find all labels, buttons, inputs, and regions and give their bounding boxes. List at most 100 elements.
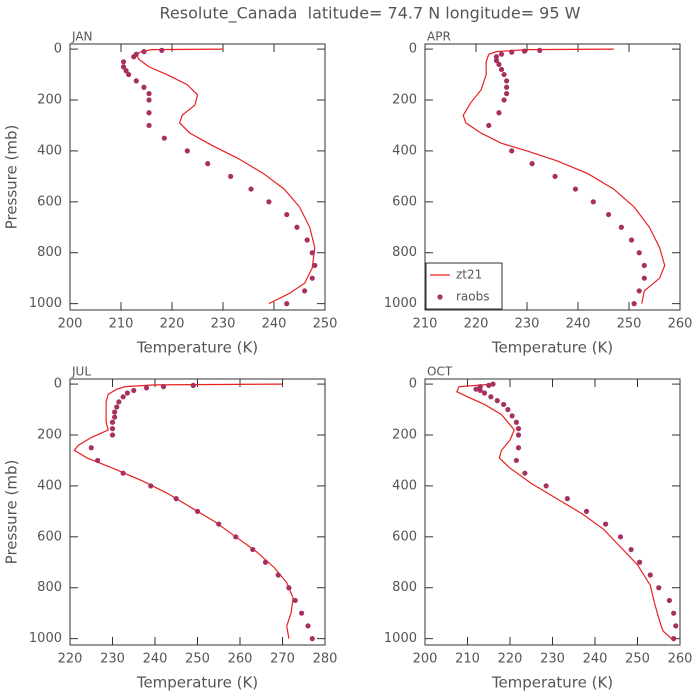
obs-point [636,288,642,294]
obs-point [477,387,483,394]
obs-point [572,186,579,192]
x-tick-label: 250 [617,317,642,332]
obs-point [543,483,549,489]
x-tick-label: 230 [540,652,565,667]
obs-point [515,426,522,432]
panel: 0 200 400 600 800 1000 210 220 230 240 250 260 APR Te… [384,30,693,357]
y-tick-label: 400 [37,143,62,158]
x-axis-label: Temperature (K) [491,674,613,692]
x-axis-label: Temperature (K) [136,339,258,357]
obs-point [109,419,116,425]
obs-point [109,432,116,438]
x-tick-label: 250 [185,652,210,667]
obs-point [509,49,515,55]
obs-point [146,110,152,116]
obs-point [141,49,147,55]
y-tick-label: 200 [37,93,62,108]
obs-point [160,384,167,390]
y-tick-label: 800 [392,245,417,260]
obs-point [159,47,165,53]
obs-point [505,406,511,413]
plot-frame [424,43,681,311]
y-tick-label: 400 [392,478,417,493]
obs-point [671,636,677,642]
x-tick-label: 270 [270,652,295,667]
obs-point [309,636,315,642]
legend-label: raobs [456,290,490,304]
x-tick-label: 260 [668,652,693,667]
obs-point [590,199,596,205]
obs-point [205,161,211,167]
y-tick-label: 200 [392,428,417,443]
obs-point [284,211,290,218]
obs-point [148,483,154,489]
legend-label: zt21 [456,268,482,282]
obs-point [248,186,254,192]
obs-point [673,623,679,629]
y-axis-label: Pressure (mb) [3,125,21,230]
obs-point [194,508,201,514]
obs-point [120,394,126,400]
obs-point [292,597,298,604]
obs-point [515,445,522,451]
x-tick-label: 240 [143,652,168,667]
obs-point [631,301,637,307]
obs-point [262,559,269,565]
obs-point [312,262,318,269]
x-tick-label: 240 [566,317,591,332]
legend-box [425,262,503,310]
obs-point [606,211,612,218]
obs-point [120,59,127,65]
obs-point [112,409,118,415]
obs-point [647,572,653,578]
y-tick-label: 200 [37,428,62,443]
x-tick-label: 220 [160,317,185,332]
obs-point [488,394,494,400]
obs-point [250,546,256,553]
panel-title: APR [427,30,451,44]
obs-point [141,84,147,90]
y-tick-label: 0 [409,42,417,57]
x-tick-label: 220 [58,652,83,667]
obs-point [473,386,479,392]
obs-point [493,57,499,64]
obs-point [504,78,510,84]
obs-point [190,382,196,388]
obs-point [109,426,116,432]
y-tick-label: 0 [54,377,62,392]
obs-point [552,173,558,179]
obs-point [233,534,239,540]
x-tick-label: 230 [100,652,125,667]
x-axis-label: Temperature (K) [491,339,613,357]
obs-point [143,385,150,391]
y-axis-label: Pressure (mb) [3,460,21,565]
y-tick-label: 800 [392,580,417,595]
obs-point [641,275,647,281]
obs-point [95,457,101,464]
panel-title: JUL [71,365,91,379]
obs-point [637,559,643,565]
y-tick-label: 1000 [384,631,417,646]
profile-line [456,383,672,640]
obs-point [286,585,292,591]
obs-point [88,445,94,451]
panel-title: JAN [71,30,93,44]
x-tick-label: 240 [583,652,608,667]
y-tick-label: 0 [409,377,417,392]
obs-point [641,262,647,269]
obs-point [120,64,127,70]
panel: 0 200 400 600 800 1000 200 210 220 230 240 250 260 OC… [384,365,693,692]
obs-point [522,470,528,476]
obs-point [216,521,222,527]
y-tick-label: 800 [37,580,62,595]
obs-point [504,84,510,90]
obs-point [304,237,310,243]
obs-point [486,382,492,388]
obs-point [583,508,590,514]
panel: 0 200 400 600 800 1000 220 230 240 250 260 270 280 JU… [3,365,338,692]
y-tick-label: 1000 [29,296,62,311]
obs-point [515,432,522,438]
obs-point [146,97,152,103]
x-tick-label: 210 [455,652,480,667]
obs-point [146,91,152,97]
